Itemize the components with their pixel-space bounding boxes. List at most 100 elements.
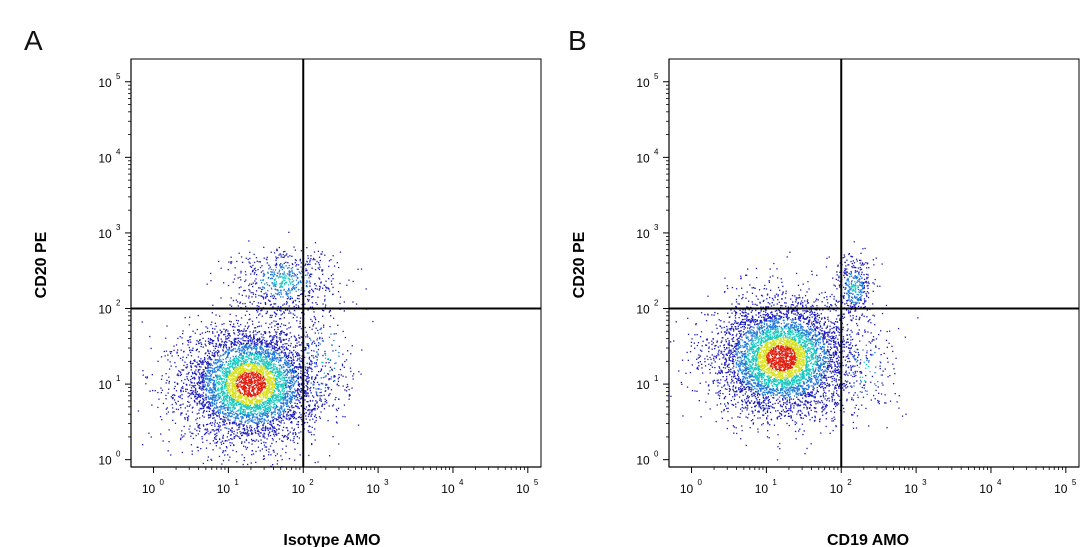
density-point	[274, 329, 276, 331]
density-point	[257, 372, 259, 375]
density-point	[331, 368, 333, 370]
density-point	[241, 403, 243, 405]
density-point	[283, 355, 286, 358]
density-point	[277, 373, 279, 376]
density-point	[287, 344, 290, 347]
density-point	[286, 402, 289, 404]
density-point	[220, 364, 223, 366]
density-point	[213, 384, 215, 386]
density-point	[255, 384, 257, 386]
density-point	[248, 402, 251, 404]
density-point	[314, 414, 317, 416]
density-point	[249, 394, 251, 396]
density-point	[218, 416, 221, 418]
density-point	[243, 400, 245, 402]
density-point	[255, 343, 258, 346]
density-point	[273, 354, 276, 356]
density-point	[289, 417, 291, 420]
density-point	[232, 383, 234, 385]
density-point	[266, 420, 268, 422]
density-point	[234, 372, 236, 374]
density-point	[212, 384, 215, 386]
density-point	[280, 396, 282, 398]
density-point	[218, 455, 221, 458]
density-point	[232, 363, 234, 365]
density-point	[245, 373, 248, 375]
density-point	[242, 410, 245, 412]
density-point	[175, 408, 178, 410]
density-point	[258, 383, 260, 385]
density-point	[235, 423, 237, 425]
density-point	[170, 352, 172, 355]
density-point	[271, 382, 273, 385]
density-point	[236, 322, 239, 325]
density-point	[186, 364, 188, 366]
density-point	[236, 424, 238, 427]
density-point	[275, 320, 277, 323]
density-point	[243, 328, 245, 330]
density-point	[243, 386, 246, 388]
density-point	[230, 305, 233, 307]
density-point	[206, 439, 208, 442]
density-point	[269, 364, 271, 366]
density-point	[202, 395, 205, 397]
density-point	[306, 371, 308, 373]
density-point	[281, 350, 283, 352]
density-point	[145, 376, 147, 378]
density-point	[261, 361, 263, 363]
density-point	[266, 412, 268, 414]
density-point	[219, 374, 221, 376]
density-point	[257, 389, 260, 392]
density-point	[216, 415, 218, 417]
density-point	[272, 364, 275, 366]
density-point	[239, 394, 241, 396]
density-point	[239, 370, 242, 372]
density-point	[260, 360, 262, 362]
density-point	[228, 384, 231, 386]
density-point	[245, 334, 248, 337]
density-point	[165, 394, 167, 397]
density-point	[242, 402, 244, 404]
density-point	[200, 342, 202, 344]
density-point	[247, 326, 249, 328]
density-point	[232, 404, 234, 406]
density-point	[234, 407, 236, 409]
density-point	[203, 359, 206, 361]
density-point	[227, 375, 229, 377]
density-point	[240, 349, 242, 351]
density-point	[286, 373, 288, 375]
density-point	[253, 377, 255, 379]
density-point	[274, 364, 277, 366]
density-point	[192, 330, 194, 332]
density-point	[268, 448, 270, 450]
density-point	[210, 381, 212, 384]
density-point	[183, 435, 185, 437]
density-point	[292, 368, 294, 370]
density-point	[250, 385, 252, 387]
density-point	[165, 408, 167, 410]
density-point	[191, 382, 193, 384]
density-point	[227, 418, 229, 420]
density-point	[223, 400, 225, 403]
density-point	[300, 416, 303, 418]
density-point	[314, 421, 316, 423]
density-point	[240, 317, 243, 319]
density-point	[233, 396, 236, 398]
density-point	[291, 380, 293, 382]
density-point	[264, 352, 266, 354]
density-point	[202, 385, 204, 387]
density-point	[226, 385, 229, 387]
density-point	[262, 396, 265, 398]
density-point	[261, 429, 263, 431]
density-point	[257, 382, 259, 384]
density-point	[171, 397, 174, 399]
density-point	[280, 383, 282, 386]
density-point	[263, 427, 265, 429]
density-point	[248, 336, 250, 338]
density-point	[226, 390, 228, 392]
density-point	[174, 381, 176, 383]
density-point	[314, 342, 316, 344]
density-point	[288, 363, 290, 365]
density-point	[225, 368, 228, 370]
density-point	[275, 405, 278, 407]
